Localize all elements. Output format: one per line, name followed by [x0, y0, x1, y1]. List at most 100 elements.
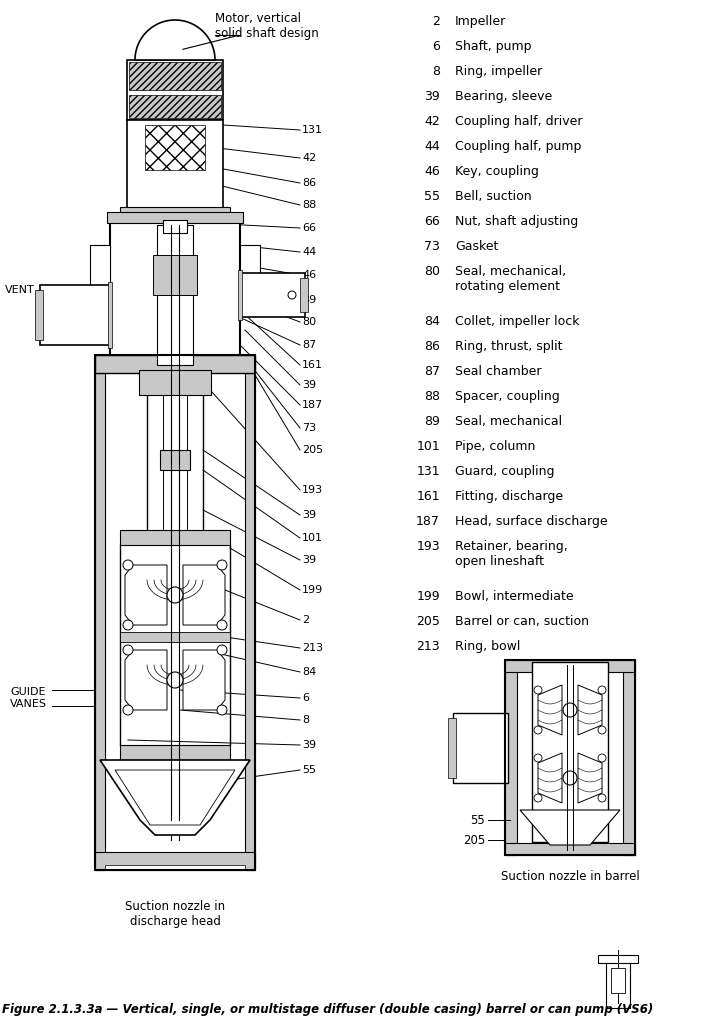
- Text: 161: 161: [416, 490, 440, 503]
- Polygon shape: [520, 810, 620, 845]
- Text: 84: 84: [302, 667, 316, 677]
- Circle shape: [563, 771, 577, 785]
- Bar: [163, 220, 187, 233]
- Text: 187: 187: [416, 515, 440, 528]
- Text: 44: 44: [302, 247, 316, 257]
- Polygon shape: [125, 650, 167, 710]
- Polygon shape: [125, 565, 167, 625]
- Text: 86: 86: [424, 340, 440, 353]
- Text: Ring, bowl: Ring, bowl: [455, 640, 521, 653]
- Polygon shape: [183, 565, 225, 625]
- Text: 6: 6: [302, 693, 309, 703]
- Text: Ring, thrust, split: Ring, thrust, split: [455, 340, 563, 353]
- Text: 46: 46: [424, 165, 440, 178]
- Polygon shape: [115, 770, 235, 825]
- Text: 6: 6: [432, 40, 440, 53]
- Bar: [238, 270, 242, 319]
- Text: 199: 199: [302, 585, 323, 595]
- Bar: [40, 285, 110, 345]
- Polygon shape: [100, 760, 250, 835]
- Bar: [129, 95, 221, 118]
- Text: Guard, coupling: Guard, coupling: [455, 465, 555, 478]
- Polygon shape: [135, 20, 215, 60]
- Text: 101: 101: [416, 440, 440, 453]
- Text: 199: 199: [416, 590, 440, 603]
- Bar: [35, 290, 43, 340]
- Text: 66: 66: [424, 215, 440, 228]
- Text: Coupling half, driver: Coupling half, driver: [455, 115, 583, 128]
- Text: 131: 131: [416, 465, 440, 478]
- Text: 88: 88: [302, 200, 316, 210]
- Bar: [129, 62, 221, 90]
- Text: 86: 86: [302, 178, 316, 188]
- Circle shape: [123, 560, 133, 570]
- Text: 39: 39: [424, 90, 440, 103]
- Circle shape: [167, 672, 183, 688]
- Text: 89: 89: [424, 415, 440, 428]
- Bar: [90, 245, 110, 295]
- Text: 193: 193: [302, 485, 323, 495]
- Text: SUCTION: SUCTION: [456, 746, 500, 757]
- Text: 131: 131: [302, 125, 323, 135]
- Text: Fitting, discharge: Fitting, discharge: [455, 490, 563, 503]
- Circle shape: [598, 754, 606, 762]
- Text: Gasket: Gasket: [455, 240, 498, 253]
- Text: 205: 205: [416, 615, 440, 628]
- Text: 66: 66: [302, 223, 316, 233]
- Bar: [300, 278, 308, 312]
- Text: Collet, impeller lock: Collet, impeller lock: [455, 315, 579, 328]
- Text: 2: 2: [302, 615, 309, 625]
- Circle shape: [167, 587, 183, 603]
- Bar: [120, 632, 230, 642]
- Text: 73: 73: [424, 240, 440, 253]
- Circle shape: [598, 726, 606, 734]
- Bar: [105, 865, 245, 870]
- Text: Seal, mechanical,
rotating element: Seal, mechanical, rotating element: [455, 265, 566, 293]
- Text: GUIDE
VANES: GUIDE VANES: [10, 687, 47, 709]
- Bar: [505, 660, 635, 855]
- Text: 80: 80: [302, 317, 316, 327]
- Text: Motor, vertical
solid shaft design: Motor, vertical solid shaft design: [215, 12, 319, 40]
- Bar: [120, 745, 230, 760]
- Text: 2: 2: [432, 15, 440, 28]
- Circle shape: [534, 726, 542, 734]
- Circle shape: [598, 794, 606, 802]
- Circle shape: [534, 754, 542, 762]
- Bar: [505, 843, 635, 855]
- Text: Impeller: Impeller: [455, 15, 506, 28]
- Text: 55: 55: [302, 765, 316, 775]
- Text: Shaft, pump: Shaft, pump: [455, 40, 531, 53]
- Bar: [245, 373, 255, 870]
- Text: Ring, impeller: Ring, impeller: [455, 65, 542, 78]
- Text: 161: 161: [302, 360, 323, 370]
- Bar: [95, 355, 255, 870]
- Circle shape: [123, 620, 133, 630]
- Circle shape: [217, 620, 227, 630]
- Bar: [120, 530, 230, 545]
- Text: DISCHARGE: DISCHARGE: [244, 295, 294, 303]
- Circle shape: [217, 560, 227, 570]
- Bar: [95, 373, 105, 870]
- Bar: [145, 125, 205, 170]
- Circle shape: [598, 686, 606, 694]
- Text: Nut, shaft adjusting: Nut, shaft adjusting: [455, 215, 578, 228]
- Text: 42: 42: [302, 153, 316, 163]
- Text: Head, surface discharge: Head, surface discharge: [455, 515, 608, 528]
- Text: 42: 42: [424, 115, 440, 128]
- Circle shape: [534, 686, 542, 694]
- Bar: [453, 713, 508, 783]
- Text: Seal chamber: Seal chamber: [455, 365, 541, 378]
- Text: SUCTION: SUCTION: [43, 315, 87, 325]
- Polygon shape: [538, 685, 562, 735]
- Text: Retainer, bearing,
open lineshaft: Retainer, bearing, open lineshaft: [455, 540, 568, 568]
- Text: 205: 205: [302, 445, 323, 455]
- Circle shape: [288, 291, 296, 299]
- Text: 80: 80: [424, 265, 440, 278]
- Text: 84: 84: [424, 315, 440, 328]
- Text: 89: 89: [302, 295, 316, 305]
- Text: 88: 88: [424, 390, 440, 403]
- Bar: [107, 212, 243, 223]
- Text: 87: 87: [302, 340, 316, 350]
- Bar: [127, 120, 223, 215]
- Text: Suction nozzle in barrel: Suction nozzle in barrel: [500, 870, 639, 883]
